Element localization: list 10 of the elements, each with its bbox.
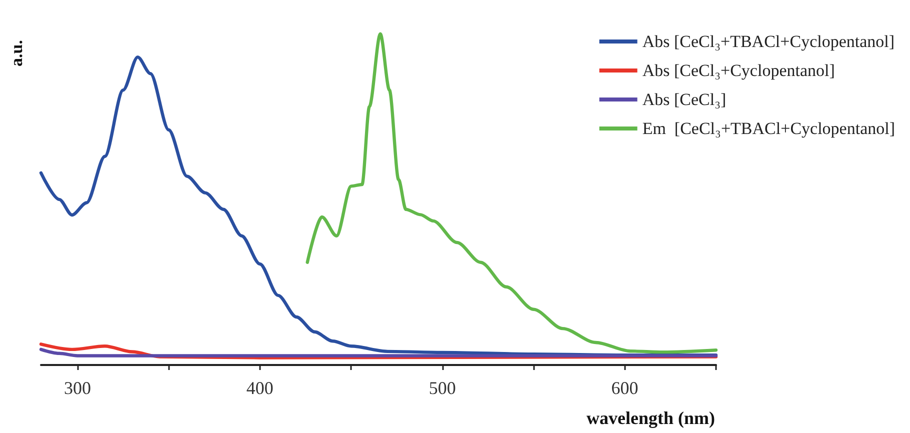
x-tick-label: 600	[611, 378, 638, 398]
x-tick-label: 500	[428, 378, 456, 398]
x-tick-label: 400	[246, 378, 274, 398]
y-axis-title: a.u.	[7, 40, 26, 66]
x-axis-title: wavelength (nm)	[586, 408, 716, 428]
x-tick-label: 300	[64, 378, 91, 398]
legend-label: Abs [CeCl₃+TBACl+Cyclopentanol]	[642, 32, 895, 51]
legend-label: Abs [CeCl₃+Cyclopentanol]	[642, 61, 835, 80]
legend-label: Em [CeCl₃+TBACl+Cyclopentanol]	[642, 119, 896, 138]
legend-label: Abs [CeCl₃]	[642, 90, 726, 109]
